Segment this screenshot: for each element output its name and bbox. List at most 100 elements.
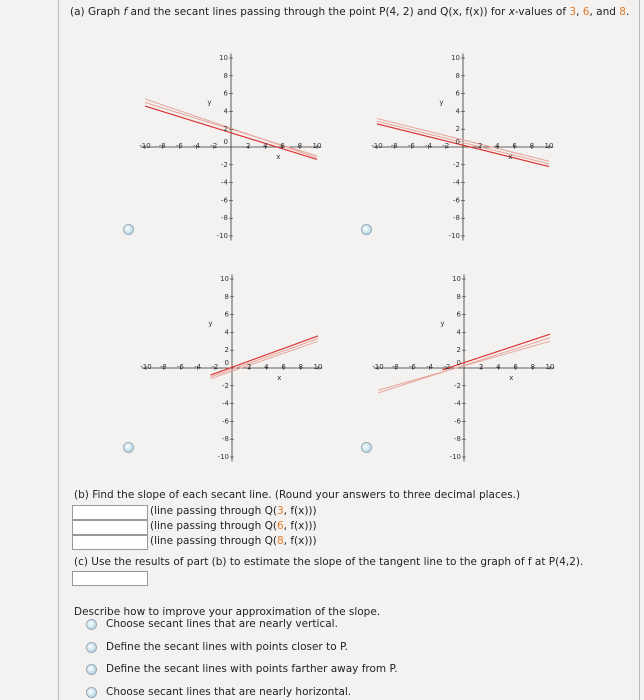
x-tick-label: -2	[442, 142, 449, 150]
answer-input[interactable]	[72, 571, 148, 586]
x-label: x	[508, 153, 512, 161]
radio[interactable]	[361, 442, 372, 453]
origin-label: 0	[224, 138, 228, 146]
text: (line passing through Q(	[150, 520, 277, 532]
row-text: (line passing through Q(6, f(x)))	[150, 520, 317, 532]
text: , f(x)))	[284, 520, 317, 532]
x-tick-label: 10	[313, 142, 322, 150]
y-tick-label: 6	[456, 90, 461, 98]
text: (line passing through Q(	[150, 505, 277, 517]
y-tick-label: -4	[454, 400, 462, 408]
x-tick-label: -8	[159, 142, 166, 150]
y-tick-label: -8	[454, 435, 461, 443]
page: (a) Graph f and the secant lines passing…	[0, 0, 644, 700]
y-tick-label: 10	[220, 275, 229, 283]
answer-input[interactable]	[72, 505, 148, 520]
x-tick-label: -8	[391, 142, 398, 150]
y-tick-label: -4	[222, 400, 230, 408]
secant-line	[211, 339, 319, 377]
y-label: y	[207, 99, 211, 107]
x-tick-label: -10	[371, 142, 382, 150]
y-tick-label: -2	[454, 382, 461, 390]
x-tick-label: 10	[545, 142, 554, 150]
x-tick-label: 8	[298, 142, 302, 150]
y-tick-label: -10	[218, 453, 229, 461]
x-tick-label: -4	[425, 142, 433, 150]
y-tick-label: -2	[222, 382, 229, 390]
radio[interactable]	[361, 224, 372, 235]
y-tick-label: 2	[224, 125, 228, 133]
y-tick-label: 4	[225, 328, 230, 336]
improve-prompt: Describe how to improve your approximati…	[74, 606, 380, 618]
x-tick-label: -4	[426, 363, 434, 371]
x-tick-label: 8	[299, 363, 303, 371]
y-tick-label: -4	[221, 179, 229, 187]
answer-input[interactable]	[72, 535, 148, 550]
x-tick-label: -10	[372, 363, 383, 371]
radio[interactable]	[123, 442, 134, 453]
origin-label: 0	[457, 359, 461, 367]
x-tick-label: 6	[512, 142, 517, 150]
x-tick-label: -6	[177, 363, 185, 371]
y-tick-label: 8	[456, 72, 460, 80]
part-b-title: (b) Find the slope of each secant line. …	[74, 489, 520, 501]
radio[interactable]	[86, 642, 97, 653]
y-tick-label: 2	[456, 125, 460, 133]
y-tick-label: -8	[222, 435, 229, 443]
x-tick-label: -2	[210, 142, 217, 150]
x-tick-label: -4	[193, 142, 201, 150]
y-tick-label: -8	[453, 214, 460, 222]
x-tick-label: -4	[194, 363, 202, 371]
x-tick-label: 6	[280, 142, 285, 150]
option-text: Choose secant lines that are nearly hori…	[106, 686, 351, 698]
option-text: Define the secant lines with points clos…	[106, 641, 348, 653]
radio[interactable]	[86, 687, 97, 698]
option-text: Choose secant lines that are nearly vert…	[106, 618, 338, 630]
y-tick-label: -6	[453, 196, 461, 204]
text: (line passing through Q(	[150, 535, 277, 547]
y-tick-label: -10	[217, 232, 228, 240]
y-tick-label: 4	[224, 107, 229, 115]
text: , f(x)))	[284, 535, 317, 547]
answer-input[interactable]	[72, 520, 148, 535]
x-tick-label: 6	[281, 363, 286, 371]
y-tick-label: 10	[451, 54, 460, 62]
radio[interactable]	[86, 664, 97, 675]
radio[interactable]	[123, 224, 134, 235]
y-label: y	[440, 320, 444, 328]
graphs: -10 -8 -6 -4 -2 2 4 6 8 10 10 8 6 4 2 -2 -4 -6 -8 -10 0 x y -10…	[0, 0, 644, 470]
text: 6	[277, 520, 284, 532]
origin-label: 0	[456, 138, 460, 146]
x-tick-label: 2	[246, 142, 250, 150]
y-tick-label: 6	[457, 311, 462, 319]
x-tick-label: -10	[139, 142, 150, 150]
y-tick-label: 10	[452, 275, 461, 283]
y-tick-label: 2	[225, 346, 229, 354]
x-tick-label: 6	[513, 363, 518, 371]
x-tick-label: -8	[160, 363, 167, 371]
y-tick-label: 8	[224, 72, 228, 80]
x-tick-label: 2	[247, 363, 251, 371]
x-tick-label: -8	[392, 363, 399, 371]
y-label: y	[208, 320, 212, 328]
y-tick-label: 6	[224, 90, 229, 98]
y-tick-label: 2	[457, 346, 461, 354]
x-tick-label: 10	[314, 363, 323, 371]
x-tick-label: 8	[531, 363, 535, 371]
y-tick-label: 6	[225, 311, 230, 319]
option-text: Define the secant lines with points fart…	[106, 663, 398, 675]
radio[interactable]	[86, 619, 97, 630]
x-tick-label: 4	[496, 363, 501, 371]
y-tick-label: 4	[457, 328, 462, 336]
x-tick-label: 4	[263, 142, 268, 150]
y-tick-label: -2	[221, 161, 228, 169]
y-tick-label: 8	[457, 293, 461, 301]
x-tick-label: -6	[408, 142, 416, 150]
part-c-title: (c) Use the results of part (b) to estim…	[74, 556, 583, 568]
y-tick-label: 8	[225, 293, 229, 301]
x-tick-label: 4	[495, 142, 500, 150]
y-tick-label: 4	[456, 107, 461, 115]
y-label: y	[439, 99, 443, 107]
x-tick-label: 10	[546, 363, 555, 371]
x-tick-label: -2	[443, 363, 450, 371]
